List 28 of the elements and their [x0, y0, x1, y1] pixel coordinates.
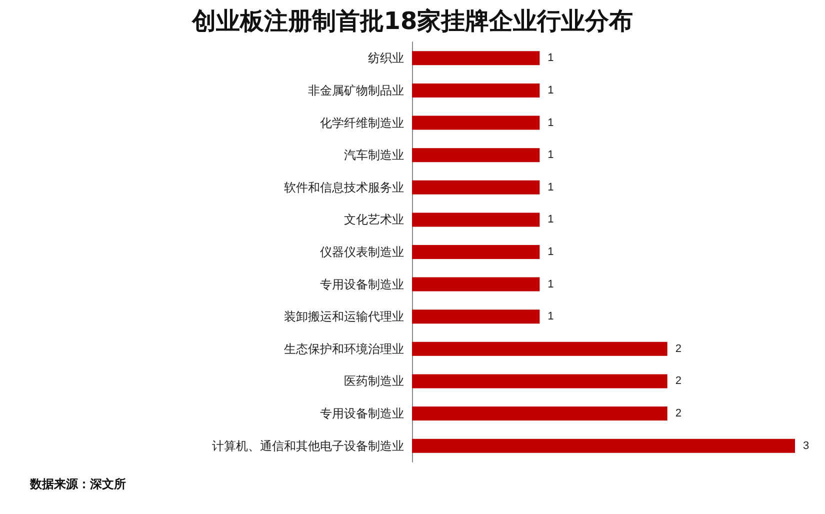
data-label: 1	[548, 116, 554, 129]
source-note: 数据来源：深文所	[29, 477, 126, 491]
chart-title: 创业板注册制首批18家挂牌企业行业分布	[190, 7, 634, 35]
data-label: 1	[548, 181, 554, 194]
y-tick-label: 专用设备制造业	[320, 277, 404, 292]
y-tick-label: 文化艺术业	[344, 212, 404, 227]
data-label: 1	[548, 246, 554, 258]
data-label: 2	[675, 375, 682, 388]
data-label: 1	[548, 214, 554, 226]
data-label: 2	[675, 342, 682, 355]
data-label: 1	[548, 278, 554, 290]
y-tick-label: 汽车制造业	[344, 148, 404, 162]
data-label: 1	[548, 310, 554, 323]
y-tick-label: 计算机、通信和其他电子设备制造业	[212, 438, 404, 453]
y-tick-label: 装卸搬运和运输代理业	[284, 310, 404, 324]
y-tick-label: 专用设备制造业	[320, 406, 404, 421]
y-tick-label: 纺织业	[368, 51, 404, 66]
data-label: 1	[548, 149, 554, 162]
y-tick-label: 仪器仪表制造业	[320, 245, 404, 259]
data-label: 1	[548, 52, 554, 64]
data-label: 1	[548, 84, 554, 96]
y-tick-label: 化学纤维制造业	[320, 116, 404, 130]
y-tick-label: 非金属矿物制品业	[308, 83, 404, 98]
data-label: 3	[803, 440, 810, 452]
y-tick-label: 软件和信息技术服务业	[284, 180, 404, 194]
y-tick-label: 生态保护和环境治理业	[284, 342, 404, 356]
y-tick-label: 医药制造业	[344, 374, 404, 388]
data-label: 2	[675, 408, 682, 420]
